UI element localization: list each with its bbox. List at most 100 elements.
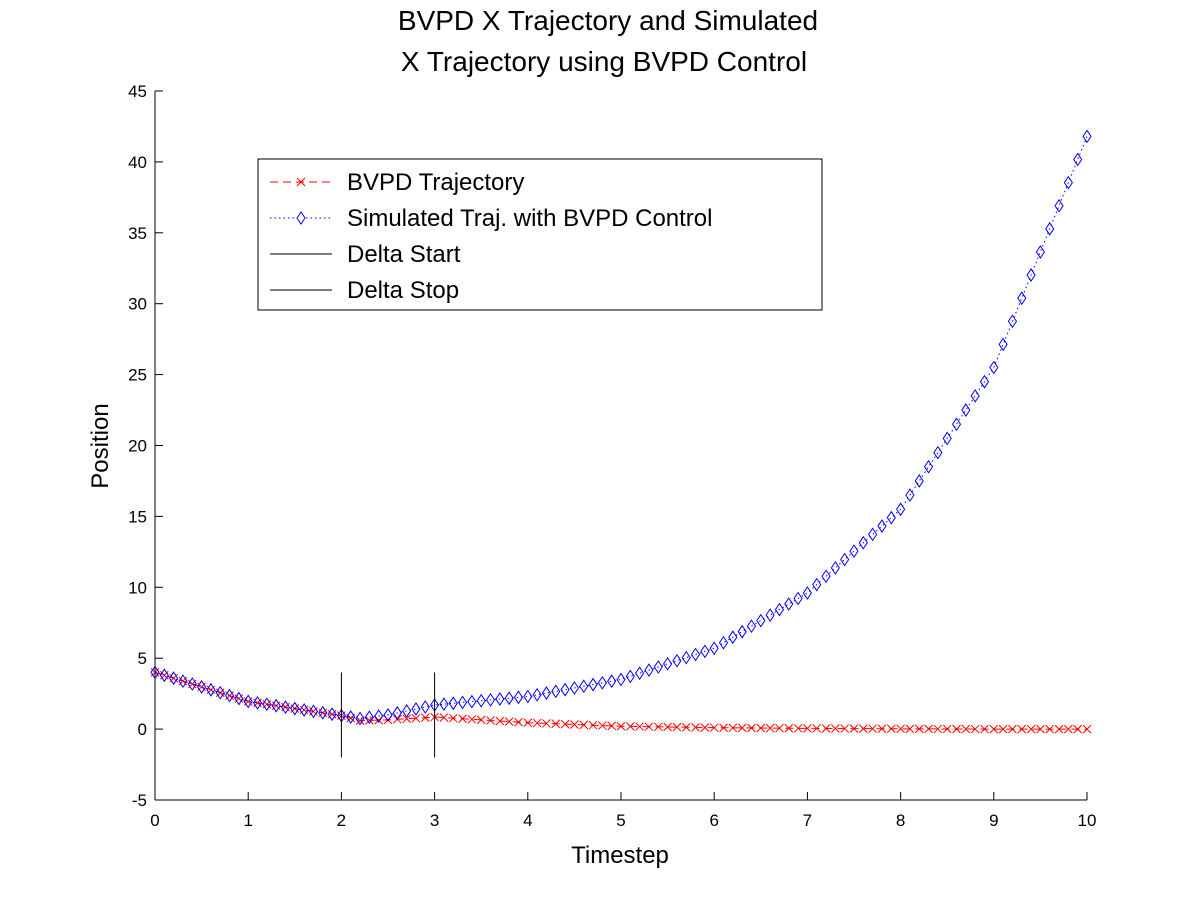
data-point-bvpd bbox=[700, 723, 710, 732]
data-point-simulated bbox=[1073, 152, 1083, 167]
data-point-simulated bbox=[551, 684, 561, 699]
data-point-simulated bbox=[411, 702, 421, 716]
data-point-bvpd bbox=[775, 723, 784, 733]
data-point-bvpd bbox=[458, 714, 467, 724]
data-point-bvpd bbox=[653, 722, 663, 732]
data-point-simulated bbox=[1045, 221, 1055, 236]
data-point-bvpd bbox=[1064, 724, 1073, 734]
data-point-simulated bbox=[998, 337, 1008, 352]
data-point-bvpd bbox=[914, 724, 924, 734]
data-point-bvpd bbox=[896, 724, 905, 734]
data-point-bvpd bbox=[831, 724, 840, 733]
data-point-simulated bbox=[1017, 291, 1027, 306]
data-point-bvpd bbox=[905, 724, 915, 734]
data-point-bvpd bbox=[1045, 724, 1055, 734]
data-point-bvpd bbox=[1017, 724, 1027, 734]
x-tick-label: 4 bbox=[523, 811, 532, 830]
data-point-bvpd bbox=[411, 713, 421, 723]
data-point-simulated bbox=[513, 690, 524, 705]
data-point-bvpd bbox=[523, 718, 533, 728]
data-point-simulated bbox=[840, 552, 850, 567]
data-point-simulated bbox=[877, 519, 887, 533]
data-point-bvpd bbox=[598, 721, 607, 730]
data-point-simulated bbox=[979, 374, 990, 389]
data-point-bvpd bbox=[877, 724, 887, 734]
series-points-simulated bbox=[150, 129, 1092, 726]
data-point-bvpd bbox=[169, 673, 178, 683]
data-point-bvpd bbox=[504, 717, 514, 726]
data-point-simulated bbox=[402, 704, 412, 718]
data-point-bvpd bbox=[719, 723, 728, 733]
data-point-bvpd bbox=[784, 723, 794, 733]
data-point-bvpd bbox=[178, 676, 188, 686]
x-tick-label: 7 bbox=[803, 811, 812, 830]
series-points-bvpd bbox=[150, 668, 1092, 734]
data-point-simulated bbox=[784, 597, 794, 611]
data-point-simulated bbox=[364, 710, 374, 725]
data-point-simulated bbox=[970, 388, 980, 403]
data-point-bvpd bbox=[234, 694, 244, 703]
data-point-bvpd bbox=[765, 723, 775, 733]
legend-label: Simulated Traj. with BVPD Control bbox=[347, 205, 712, 232]
x-tick-label: 2 bbox=[337, 811, 346, 830]
data-point-simulated bbox=[886, 510, 896, 525]
data-point-bvpd bbox=[691, 723, 700, 732]
data-point-simulated bbox=[905, 488, 915, 503]
data-point-simulated bbox=[812, 577, 822, 592]
data-point-bvpd bbox=[1073, 724, 1083, 734]
data-point-simulated bbox=[196, 680, 207, 694]
data-point-simulated bbox=[830, 560, 840, 575]
data-point-bvpd bbox=[858, 724, 868, 733]
data-point-simulated bbox=[597, 675, 607, 690]
series-line-bvpd bbox=[154, 671, 1087, 730]
data-point-bvpd bbox=[933, 724, 943, 734]
data-point-simulated bbox=[243, 694, 253, 709]
legend-box bbox=[257, 158, 823, 311]
data-point-simulated bbox=[159, 668, 169, 683]
data-point-simulated bbox=[532, 687, 542, 702]
y-tick-label: 15 bbox=[128, 507, 147, 526]
data-point-simulated bbox=[252, 695, 263, 710]
data-point-simulated bbox=[923, 459, 934, 474]
y-tick-label: 0 bbox=[138, 720, 147, 739]
legend-marker bbox=[296, 211, 306, 225]
data-point-bvpd bbox=[803, 724, 812, 733]
data-point-bvpd bbox=[821, 724, 831, 733]
data-point-simulated bbox=[756, 613, 766, 628]
x-tick-label: 8 bbox=[896, 811, 905, 830]
legend-label: Delta Start bbox=[347, 241, 461, 268]
data-point-simulated bbox=[1082, 129, 1092, 144]
data-point-simulated bbox=[728, 630, 738, 645]
data-point-bvpd bbox=[616, 721, 626, 731]
data-point-simulated bbox=[625, 669, 635, 684]
data-point-bvpd bbox=[924, 724, 933, 734]
data-point-bvpd bbox=[756, 723, 766, 733]
x-tick-label: 6 bbox=[709, 811, 718, 830]
data-point-bvpd bbox=[840, 724, 850, 733]
data-point-simulated bbox=[560, 682, 570, 697]
chart-title-line-1: BVPD X Trajectory and Simulated bbox=[398, 5, 818, 36]
data-point-simulated bbox=[504, 691, 514, 706]
data-point-simulated bbox=[467, 694, 477, 709]
data-point-bvpd bbox=[467, 714, 477, 724]
data-point-simulated bbox=[280, 700, 291, 715]
y-tick-label: 10 bbox=[128, 578, 147, 597]
data-point-simulated bbox=[569, 681, 580, 695]
data-point-bvpd bbox=[635, 722, 644, 731]
data-point-simulated bbox=[383, 708, 393, 722]
data-point-simulated bbox=[457, 695, 468, 710]
data-point-bvpd bbox=[728, 723, 738, 733]
legend-marker bbox=[296, 177, 306, 187]
data-point-simulated bbox=[262, 697, 272, 712]
data-point-simulated bbox=[234, 691, 244, 706]
data-point-bvpd bbox=[747, 723, 756, 733]
data-point-simulated bbox=[672, 653, 682, 668]
data-point-bvpd bbox=[579, 720, 589, 730]
data-point-bvpd bbox=[1008, 724, 1017, 734]
data-point-simulated bbox=[392, 706, 402, 720]
data-point-bvpd bbox=[439, 713, 449, 722]
data-point-bvpd bbox=[681, 722, 691, 732]
y-tick-label: 45 bbox=[128, 82, 147, 101]
